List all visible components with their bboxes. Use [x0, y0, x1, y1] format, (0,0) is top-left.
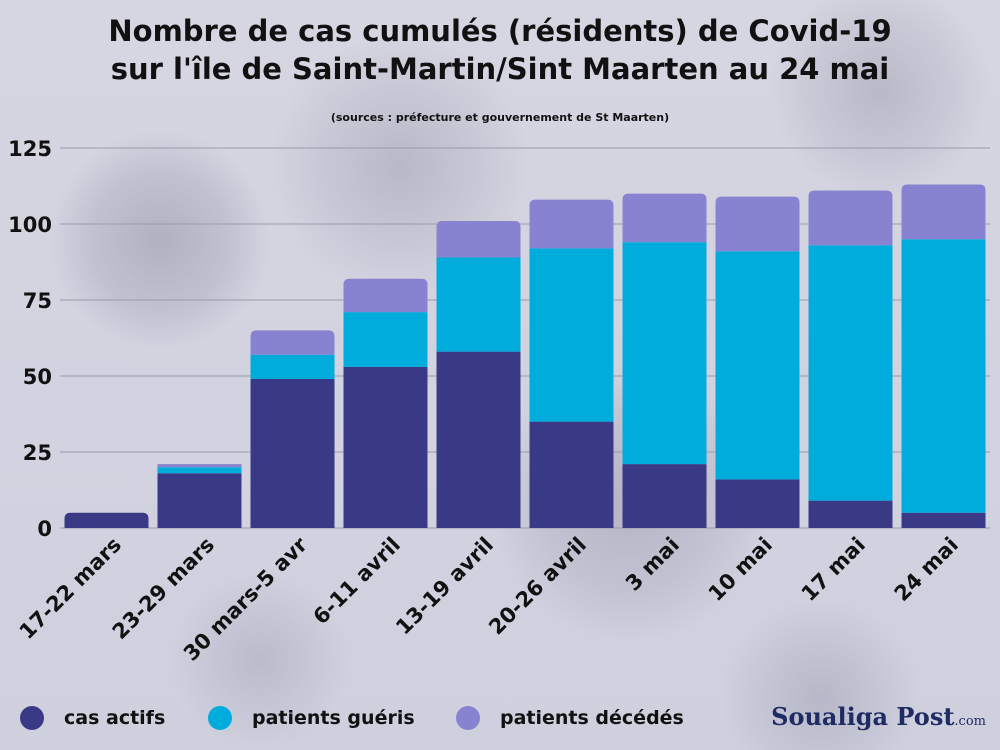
legend-marker-cas-actifs — [20, 706, 44, 730]
y-tick-label-100: 100 — [8, 213, 52, 237]
y-tick-label-0: 0 — [37, 517, 52, 541]
legend-item-patients-gueris: patients guéris — [208, 700, 415, 736]
bar-7-series-2 — [622, 242, 707, 465]
bar-stack-7 — [622, 193, 707, 528]
bar-10-series-3 — [901, 184, 986, 240]
legend-item-cas-actifs: cas actifs — [20, 700, 165, 736]
bar-stack-9 — [808, 190, 893, 528]
bar-5-series-1 — [436, 351, 521, 528]
legend-label-cas-actifs: cas actifs — [64, 707, 166, 729]
bar-2-series-3 — [157, 464, 242, 468]
bar-5-series-3 — [436, 220, 521, 258]
bar-8-series-3 — [715, 196, 800, 252]
y-tick-label-125: 125 — [8, 137, 52, 161]
chart-title-line2: sur l'île de Saint-Martin/Sint Maarten a… — [110, 52, 890, 86]
bar-4-series-3 — [343, 278, 428, 313]
y-tick-label-50: 50 — [23, 365, 52, 389]
soualiga-post-logo: Soualiga Post.com — [771, 702, 986, 731]
legend-marker-patients-decedes — [456, 706, 480, 730]
bar-7-series-1 — [622, 464, 707, 528]
bars — [64, 184, 986, 528]
bar-stack-2 — [157, 464, 242, 528]
legend-item-patients-decedes: patients décédés — [456, 700, 684, 736]
x-tick-label-9: 17 mai — [797, 533, 870, 606]
bar-10-series-1 — [901, 512, 986, 528]
chart-title-line1: Nombre de cas cumulés (résidents) de Cov… — [108, 14, 892, 48]
x-tick-label-5: 13-19 avril — [391, 533, 498, 640]
bar-stack-1 — [64, 512, 149, 528]
x-tick-label-4: 6-11 avril — [309, 533, 406, 630]
bar-stack-10 — [901, 184, 986, 528]
bar-8-series-1 — [715, 479, 800, 528]
bar-10-series-2 — [901, 239, 986, 513]
legend-marker-patients-gueris — [208, 706, 232, 730]
bar-6-series-2 — [529, 248, 614, 422]
bar-stack-8 — [715, 196, 800, 528]
chart-subtitle: (sources : préfecture et gouvernement de… — [330, 111, 670, 124]
bar-1-series-1 — [64, 512, 149, 528]
x-tick-label-6: 20-26 avril — [484, 533, 591, 640]
bar-7-series-3 — [622, 193, 707, 243]
bar-3-series-2 — [250, 354, 335, 380]
bar-6-series-1 — [529, 421, 614, 528]
y-axis-tick-labels: 0 25 50 75 100 125 — [8, 137, 52, 541]
legend-label-patients-decedes: patients décédés — [500, 707, 684, 729]
y-tick-label-75: 75 — [23, 289, 52, 313]
bar-3-series-3 — [250, 330, 335, 355]
x-tick-label-10: 24 mai — [890, 533, 963, 606]
bar-9-series-1 — [808, 500, 893, 528]
brand-suffix: .com — [954, 714, 986, 729]
x-tick-label-7: 3 mai — [621, 533, 684, 596]
bar-9-series-3 — [808, 190, 893, 246]
bar-stack-3 — [250, 330, 335, 528]
brand-name: Soualiga Post — [771, 702, 955, 731]
bar-stack-5 — [436, 220, 521, 528]
bar-2-series-1 — [157, 473, 242, 528]
bar-stack-6 — [529, 199, 614, 528]
bar-2-series-2 — [157, 467, 242, 474]
bar-8-series-2 — [715, 251, 800, 480]
legend-label-patients-gueris: patients guéris — [252, 707, 415, 729]
bar-4-series-1 — [343, 366, 428, 528]
bar-stack-4 — [343, 278, 428, 528]
bar-9-series-2 — [808, 245, 893, 501]
bar-3-series-1 — [250, 379, 335, 528]
x-tick-label-8: 10 mai — [704, 533, 777, 606]
bar-6-series-3 — [529, 199, 614, 249]
bar-4-series-2 — [343, 312, 428, 367]
chart-legend: cas actifs patients guéris patients décé… — [0, 700, 760, 740]
bar-5-series-2 — [436, 257, 521, 352]
y-tick-label-25: 25 — [23, 441, 52, 465]
chart-title: Nombre de cas cumulés (résidents) de Cov… — [0, 12, 1000, 88]
